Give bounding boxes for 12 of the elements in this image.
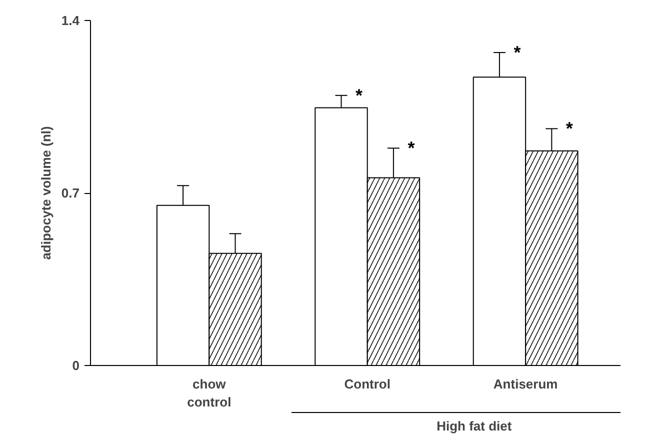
x-tick-label: Antiserum (493, 376, 558, 392)
y-tick-label: 0 (72, 358, 80, 373)
x-tick-label: chow control (187, 376, 232, 410)
annotation: * (356, 85, 363, 106)
text: High fat diet (436, 418, 512, 434)
y-tick-label: 1.4 (61, 13, 80, 28)
y-tick-label: 0.7 (61, 186, 80, 200)
annotation: * (408, 138, 415, 158)
y-axis-title: adipocyte volume (nl) (38, 126, 54, 260)
annotation: * (566, 118, 573, 139)
annotation: * (514, 42, 521, 63)
x-tick-label: Control (344, 376, 390, 392)
